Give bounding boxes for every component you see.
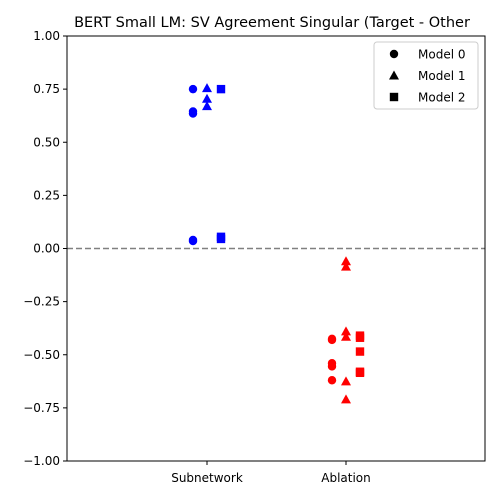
legend-box <box>373 41 479 110</box>
data-point <box>216 234 226 244</box>
y-tick-label: 0.00 <box>33 242 60 256</box>
chart-title: BERT Small LM: SV Agreement Singular (Ta… <box>74 15 470 31</box>
data-point <box>202 83 212 93</box>
y-tick-label: 0.25 <box>33 188 60 202</box>
legend-marker <box>389 49 399 59</box>
data-point <box>202 101 212 111</box>
y-tick-label: −1.00 <box>23 454 60 468</box>
data-point <box>355 368 365 378</box>
legend-marker <box>389 70 399 80</box>
data-point <box>327 376 337 385</box>
legend-label: Model 1 <box>418 69 465 83</box>
data-point <box>202 93 212 103</box>
data-point <box>341 394 351 404</box>
data-point <box>341 261 351 271</box>
data-point <box>188 236 198 246</box>
x-tick-label: Subnetwork <box>171 471 243 485</box>
data-point <box>341 376 351 386</box>
legend: Model 0 Model 1 Model 2 <box>373 41 479 110</box>
data-point <box>327 335 337 345</box>
legend-marker <box>389 92 399 102</box>
y-tick-label: 0.50 <box>33 135 60 149</box>
y-tick-label: −0.75 <box>23 401 60 415</box>
plot-frame <box>66 35 486 462</box>
data-point <box>188 109 198 118</box>
data-point <box>188 84 198 94</box>
data-points <box>188 83 365 404</box>
y-tick-label: 1.00 <box>33 29 60 43</box>
legend-label: Model 0 <box>418 48 465 62</box>
data-point <box>327 362 337 371</box>
data-point <box>216 84 226 94</box>
data-point <box>355 347 365 356</box>
data-point <box>341 256 351 266</box>
y-tick-label: −0.25 <box>23 295 60 309</box>
x-tick-label: Ablation <box>321 471 371 485</box>
data-point <box>355 333 365 342</box>
data-point <box>341 331 351 341</box>
y-tick-label: 0.75 <box>33 82 60 96</box>
y-tick-label: −0.50 <box>23 348 60 362</box>
legend-label: Model 2 <box>418 91 465 105</box>
plot-area: −1.00 −0.75 −0.50 −0.25 0.00 0.25 0.50 0.75 1.00… <box>23 29 485 485</box>
data-point <box>341 326 351 336</box>
